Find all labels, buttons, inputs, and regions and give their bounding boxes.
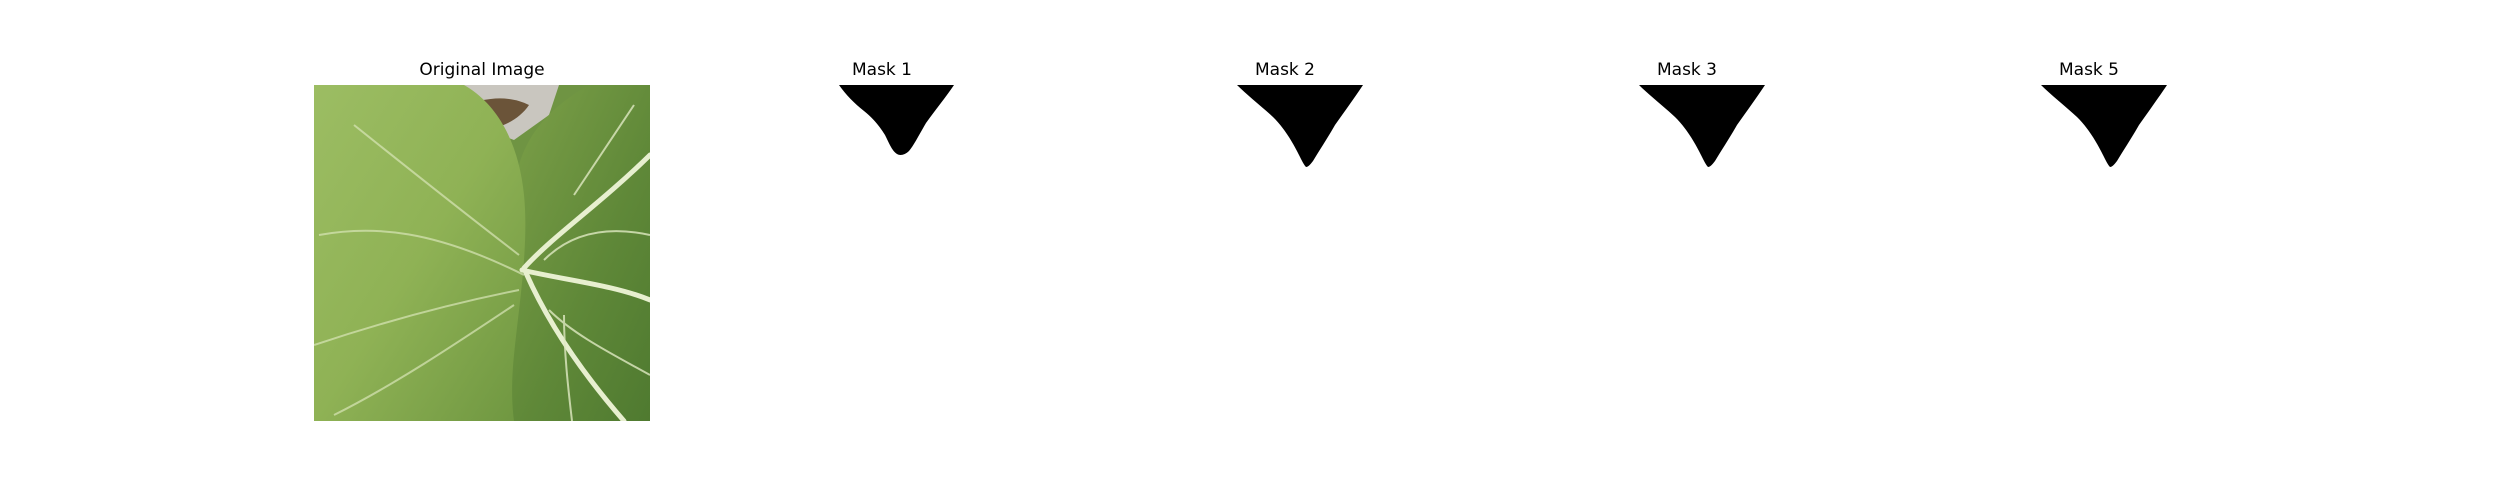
mask-2-image bbox=[1237, 85, 1363, 167]
mask-3-title: Mask 3 bbox=[1656, 60, 1717, 80]
mask-2-title: Mask 2 bbox=[1254, 60, 1315, 80]
mask-1-image bbox=[839, 85, 954, 155]
mask-3-image bbox=[1639, 85, 1765, 167]
mask-5-image bbox=[2041, 85, 2167, 167]
mask-5-title: Mask 5 bbox=[2058, 60, 2119, 80]
original-image bbox=[314, 85, 650, 421]
mask-1-title: Mask 1 bbox=[851, 60, 912, 80]
mask-1-panel: Mask 1 bbox=[714, 58, 1050, 428]
mask-3-panel: Mask 3 bbox=[1519, 58, 1855, 428]
mask-5-panel: Mask 5 bbox=[1921, 58, 2257, 428]
original-image-panel: Original Image bbox=[314, 58, 650, 428]
mask-2-panel: Mask 2 bbox=[1117, 58, 1453, 428]
original-image-title: Original Image bbox=[419, 60, 545, 80]
